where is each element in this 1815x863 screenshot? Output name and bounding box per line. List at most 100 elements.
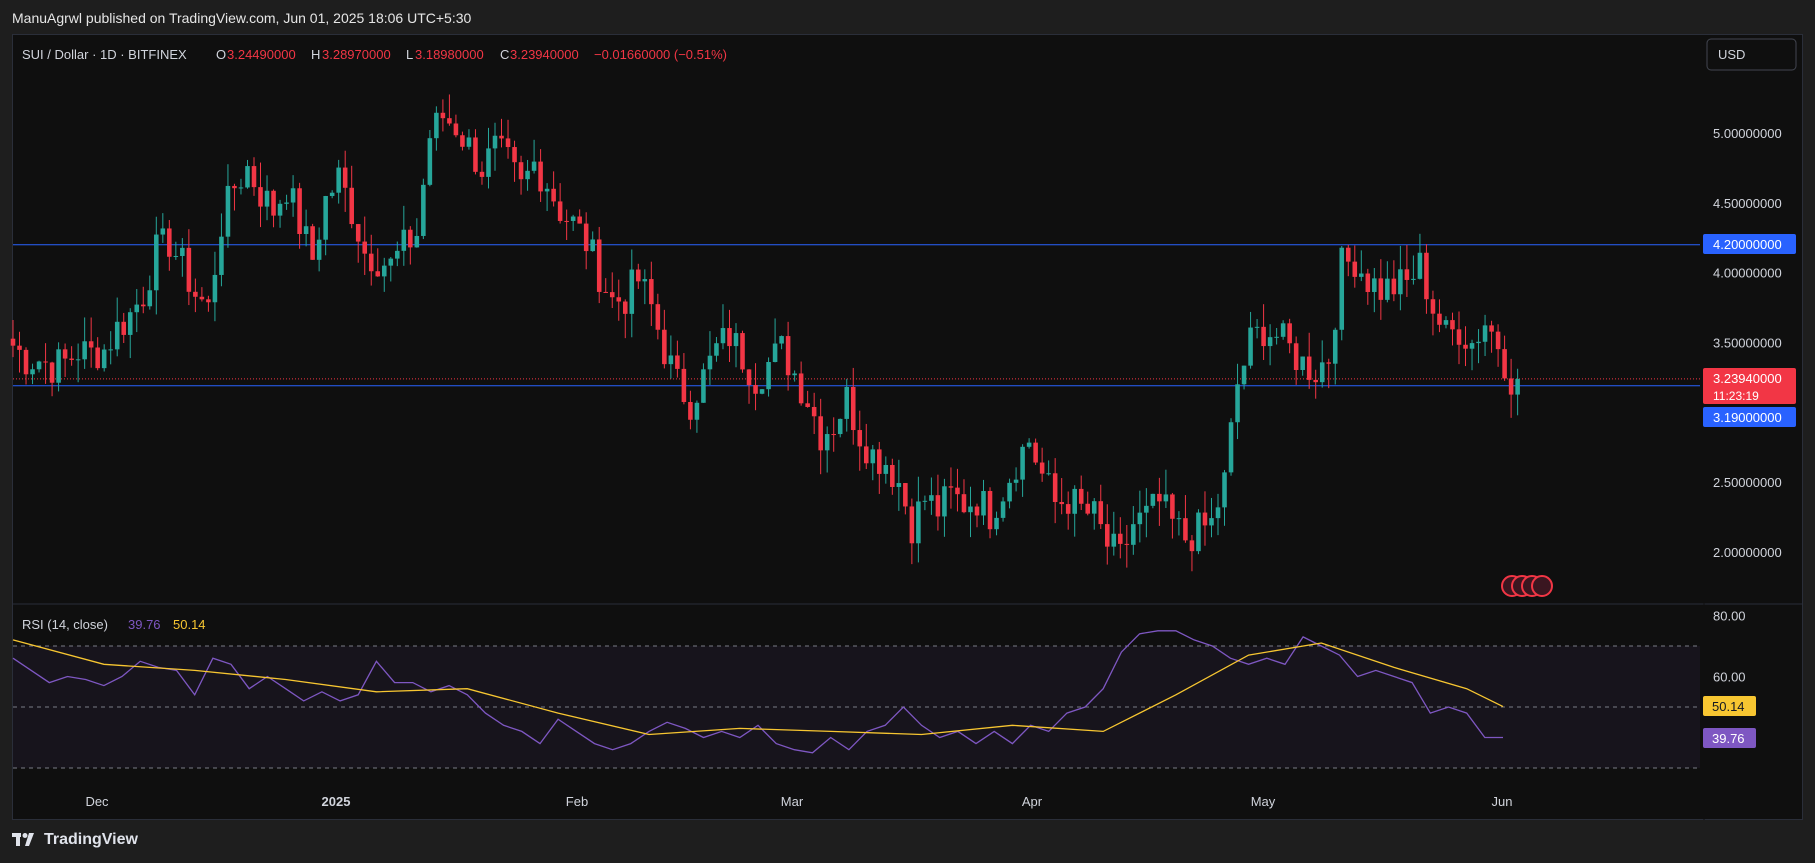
candle-body[interactable]	[525, 170, 530, 180]
candle-body[interactable]	[75, 359, 81, 361]
candle-body[interactable]	[1489, 325, 1494, 332]
candle-body[interactable]	[583, 223, 589, 252]
candle-body[interactable]	[258, 187, 263, 207]
candle-body[interactable]	[1091, 501, 1097, 514]
candle-body[interactable]	[1254, 326, 1260, 328]
candle-body[interactable]	[1365, 273, 1371, 293]
candle-body[interactable]	[1430, 299, 1436, 314]
candle-body[interactable]	[1326, 362, 1332, 364]
candle-body[interactable]	[473, 137, 478, 172]
candle-body[interactable]	[460, 135, 465, 147]
candle-body[interactable]	[95, 347, 100, 369]
candle-body[interactable]	[1411, 278, 1416, 280]
candle-body[interactable]	[909, 506, 915, 544]
candle-body[interactable]	[714, 343, 719, 356]
candle-body[interactable]	[1345, 247, 1351, 262]
candle-body[interactable]	[232, 185, 237, 189]
candle-body[interactable]	[395, 250, 400, 259]
candle-body[interactable]	[942, 486, 947, 517]
candle-body[interactable]	[655, 304, 661, 330]
candle-body[interactable]	[570, 216, 576, 221]
candle-body[interactable]	[49, 362, 55, 383]
candle-body[interactable]	[837, 418, 843, 435]
candle-body[interactable]	[557, 201, 563, 221]
candle-body[interactable]	[284, 202, 289, 204]
candle-body[interactable]	[1215, 507, 1221, 519]
candle-body[interactable]	[707, 355, 713, 370]
candle-body[interactable]	[877, 449, 882, 474]
candle-body[interactable]	[23, 349, 29, 375]
candle-body[interactable]	[1104, 524, 1110, 547]
candle-body[interactable]	[1163, 494, 1169, 502]
event-flag-icon[interactable]	[1531, 575, 1553, 597]
candle-body[interactable]	[1150, 493, 1156, 506]
candle-body[interactable]	[199, 296, 205, 300]
candle-body[interactable]	[440, 112, 446, 119]
candle-body[interactable]	[1235, 384, 1240, 423]
candle-body[interactable]	[1078, 488, 1084, 504]
candle-body[interactable]	[1437, 313, 1442, 325]
candle-body[interactable]	[101, 349, 107, 369]
candle-body[interactable]	[160, 228, 166, 235]
candle-body[interactable]	[336, 167, 341, 193]
candle-body[interactable]	[180, 247, 185, 256]
candle-body[interactable]	[127, 312, 133, 335]
candle-body[interactable]	[974, 506, 980, 516]
candle-body[interactable]	[609, 292, 615, 298]
candle-body[interactable]	[1443, 320, 1449, 325]
candle-body[interactable]	[681, 368, 687, 402]
candle-body[interactable]	[212, 274, 218, 303]
candle-body[interactable]	[486, 148, 491, 177]
candle-body[interactable]	[1339, 247, 1345, 330]
candle-body[interactable]	[1482, 325, 1488, 342]
candle-body[interactable]	[323, 196, 328, 240]
candle-body[interactable]	[766, 361, 771, 390]
candle-body[interactable]	[1280, 323, 1286, 337]
candle-body[interactable]	[551, 188, 556, 202]
candle-body[interactable]	[1424, 252, 1429, 300]
candle-body[interactable]	[36, 361, 42, 370]
candle-body[interactable]	[56, 349, 61, 383]
candle-body[interactable]	[1059, 502, 1064, 505]
candle-body[interactable]	[968, 506, 973, 513]
candle-body[interactable]	[1372, 278, 1377, 293]
candle-body[interactable]	[147, 290, 153, 307]
candle-body[interactable]	[342, 167, 348, 188]
candle-body[interactable]	[1085, 503, 1091, 514]
candle-body[interactable]	[479, 171, 485, 177]
chart-frame[interactable]	[12, 34, 1803, 820]
candle-body[interactable]	[531, 161, 537, 171]
candle-body[interactable]	[896, 483, 902, 487]
candle-body[interactable]	[668, 355, 674, 365]
candle-body[interactable]	[798, 373, 804, 404]
candle-body[interactable]	[1267, 337, 1273, 347]
candle-body[interactable]	[688, 401, 693, 420]
candle-body[interactable]	[1065, 504, 1071, 514]
candle-body[interactable]	[1417, 252, 1423, 279]
candle-body[interactable]	[740, 333, 745, 370]
candle-body[interactable]	[1241, 365, 1247, 385]
candle-body[interactable]	[746, 369, 752, 386]
candle-body[interactable]	[1013, 479, 1019, 483]
candle-body[interactable]	[870, 449, 876, 464]
candle-body[interactable]	[662, 329, 667, 365]
candle-body[interactable]	[421, 184, 426, 236]
economic-events-icons[interactable]	[1501, 575, 1553, 597]
candle-body[interactable]	[10, 338, 16, 346]
candle-body[interactable]	[1404, 269, 1410, 280]
candle-body[interactable]	[720, 328, 726, 344]
candle-body[interactable]	[1124, 543, 1130, 545]
candle-body[interactable]	[1352, 261, 1358, 277]
candle-body[interactable]	[518, 162, 524, 180]
candle-body[interactable]	[994, 517, 999, 530]
candle-body[interactable]	[381, 265, 387, 277]
currency-button[interactable]	[1706, 38, 1797, 71]
rsi-pane[interactable]: 80.00 60.00 Dec 2025 Feb Mar Apr May Jun	[12, 609, 1746, 810]
candle-body[interactable]	[1306, 356, 1312, 380]
candle-body[interactable]	[1111, 533, 1117, 547]
candle-body[interactable]	[844, 387, 850, 419]
candle-body[interactable]	[649, 279, 654, 305]
candle-body[interactable]	[290, 188, 296, 203]
candle-body[interactable]	[1222, 472, 1227, 508]
candle-body[interactable]	[981, 491, 986, 516]
